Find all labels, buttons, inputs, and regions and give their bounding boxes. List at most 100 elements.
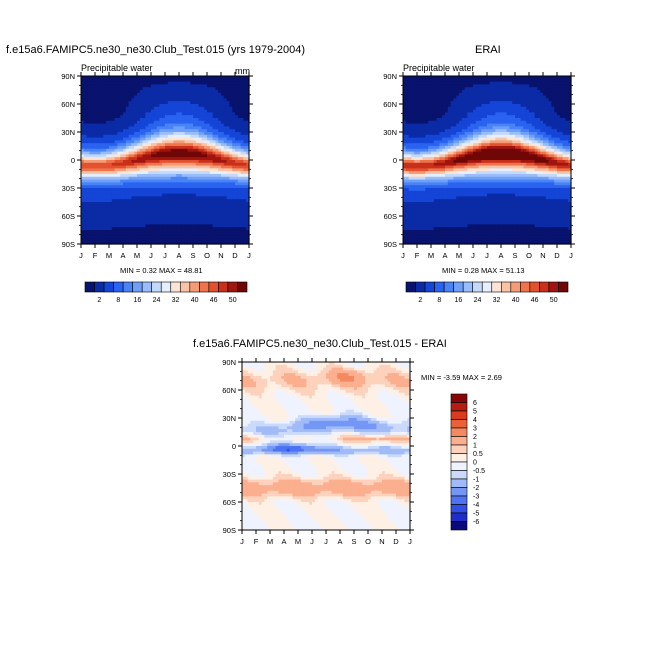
panel1-field-cell <box>207 221 211 225</box>
panel1-field-cell <box>176 218 180 223</box>
panel1-field-cell <box>148 143 152 147</box>
panel1-field-cell <box>212 193 216 197</box>
panel1-field-cell <box>179 106 183 111</box>
panel1-field-cell <box>232 132 236 136</box>
panel1-field-cell <box>125 179 130 183</box>
panel1-field-cell <box>111 129 116 133</box>
panel1-field-cell <box>235 227 239 231</box>
panel1-field-cell <box>243 221 247 225</box>
panel1-field-cell <box>137 129 141 133</box>
panel1-field-cell <box>198 118 202 122</box>
panel1-field-cell <box>131 157 135 161</box>
panel1-field-cell <box>246 182 250 186</box>
panel1-field-cell <box>151 104 155 108</box>
panel1-field-cell <box>153 227 158 231</box>
panel1-field-cell <box>173 193 177 197</box>
panel1-field-cell <box>134 202 138 206</box>
panel1-field-cell <box>117 213 121 217</box>
panel1-field-cell <box>120 204 124 209</box>
panel1-field-cell <box>201 227 205 231</box>
panel1-field-cell <box>218 123 222 127</box>
panel1-field-cell <box>207 123 211 127</box>
panel1-field-cell <box>187 140 191 144</box>
panel1-field-cell <box>176 143 180 147</box>
panel1-field-cell <box>117 185 121 189</box>
panel1-field-cell <box>151 143 155 147</box>
panel1-field-cell <box>92 188 96 192</box>
panel1-field-cell <box>139 213 144 217</box>
panel1-field-cell <box>100 202 104 206</box>
panel1-field-cell <box>111 230 116 234</box>
panel1-field-cell <box>229 179 233 183</box>
panel1-field-cell <box>204 137 208 141</box>
panel1-field-cell <box>120 165 124 169</box>
panel1-field-cell <box>103 140 107 144</box>
panel1-field-cell <box>125 84 130 88</box>
panel1-field-cell <box>106 179 110 183</box>
panel1-field-cell <box>176 81 180 85</box>
panel1-field-cell <box>151 238 155 242</box>
panel1-field-cell <box>218 104 222 108</box>
panel1-field-cell <box>95 106 99 111</box>
panel1-field-cell <box>167 120 172 125</box>
panel1-field-cell <box>167 241 172 245</box>
panel1-field-cell <box>95 210 99 214</box>
panel1-field-cell <box>237 98 242 102</box>
panel1-field-cell <box>215 185 219 189</box>
panel1-field-cell <box>89 137 93 141</box>
panel1-field-cell <box>139 98 144 102</box>
panel1-field-cell <box>86 210 90 214</box>
panel1-field-cell <box>106 168 110 172</box>
panel1-field-cell <box>237 224 242 228</box>
panel1-field-cell <box>151 148 155 153</box>
panel1-field-cell <box>123 168 127 172</box>
panel2-field-cell <box>417 76 421 80</box>
panel1-field-cell <box>179 221 183 225</box>
panel1-field-cell <box>128 207 132 211</box>
panel1-field-cell <box>190 87 194 91</box>
panel1-field-cell <box>201 137 205 141</box>
panel1-field-cell <box>95 92 99 97</box>
panel1-field-cell <box>209 151 214 155</box>
panel1-field-cell <box>237 106 242 111</box>
panel1-field-cell <box>125 207 130 211</box>
panel1-field-cell <box>97 106 102 111</box>
panel1-field-cell <box>145 171 149 175</box>
panel1-field-cell <box>204 224 208 228</box>
panel1-field-cell <box>125 176 130 181</box>
panel1-field-cell <box>86 101 90 105</box>
panel1-field-cell <box>181 109 186 113</box>
panel1-field-cell <box>193 216 197 220</box>
panel1-field-cell <box>106 98 110 102</box>
panel1-field-cell <box>120 143 124 147</box>
panel1-field-cell <box>184 126 188 130</box>
panel1-field-cell <box>207 106 211 111</box>
panel1-field-cell <box>195 90 200 94</box>
panel1-field-cell <box>162 84 166 88</box>
panel1-field-cell <box>193 123 197 127</box>
panel1-field-cell <box>153 241 158 245</box>
panel1-field-cell <box>215 132 219 136</box>
panel1-field-cell <box>145 87 149 91</box>
panel1-field-cell <box>128 171 132 175</box>
panel1-field-cell <box>229 160 233 164</box>
panel1-field-cell <box>123 90 127 94</box>
panel1-field-cell <box>123 210 127 214</box>
panel1-field-cell <box>111 193 116 197</box>
panel1-field-cell <box>89 109 93 113</box>
panel1-field-cell <box>81 176 85 181</box>
panel1-field-cell <box>226 216 230 220</box>
panel1-field-cell <box>204 227 208 231</box>
panel1-field-cell <box>145 109 149 113</box>
panel1-field-cell <box>181 216 186 220</box>
panel1-field-cell <box>139 106 144 111</box>
panel1-field-cell <box>97 162 102 167</box>
panel1-field-cell <box>134 115 138 119</box>
panel1-field-cell <box>179 146 183 150</box>
panel2-field-cell <box>520 76 524 80</box>
panel1-field-cell <box>106 151 110 155</box>
panel1-field-cell <box>139 185 144 189</box>
panel1-field-cell <box>207 224 211 228</box>
panel1-field-cell <box>212 176 216 181</box>
panel1-field-cell <box>128 132 132 136</box>
